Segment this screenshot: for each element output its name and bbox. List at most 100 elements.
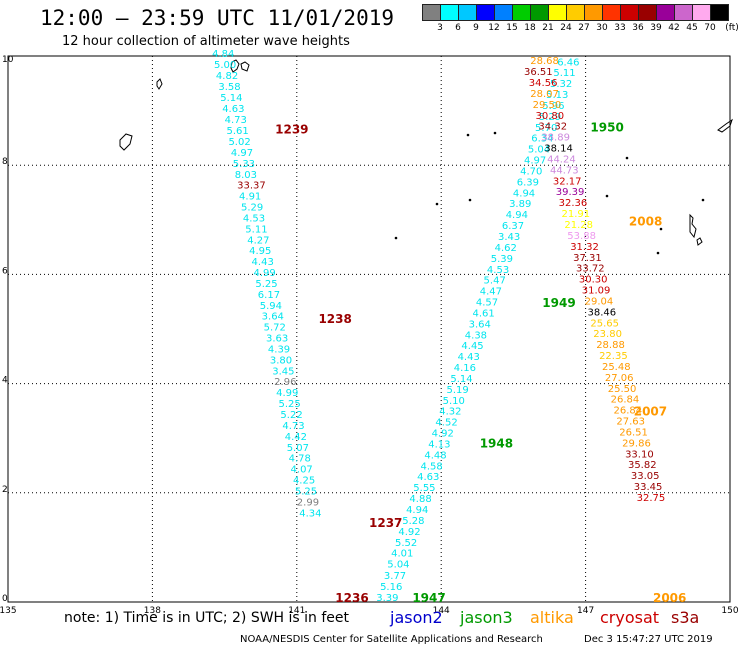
wave-height-value: 28.07 <box>530 89 559 100</box>
wave-height-value: 5.19 <box>446 385 468 396</box>
wave-height-value: 38.14 <box>544 144 573 155</box>
wave-height-value: 5.29 <box>539 112 561 123</box>
wave-height-value: 34.56 <box>529 78 558 89</box>
wave-height-value: 4.01 <box>391 549 413 560</box>
wave-height-value: 4.07 <box>291 465 313 476</box>
lat-tick-label: 8 <box>2 157 8 167</box>
wave-height-value: 6.37 <box>502 221 524 232</box>
wave-height-value: 5.14 <box>220 93 242 104</box>
wave-height-value: 4.27 <box>247 235 269 246</box>
wave-height-value: 44.73 <box>550 165 579 176</box>
pass-label: 1950 <box>590 120 623 134</box>
wave-height-value: 4.94 <box>513 188 535 199</box>
legend-labels: 3 6 9 12 15 18 21 24 27 30 33 36 39 42 45 70 (ft) <box>422 21 739 35</box>
wave-height-value: 27.63 <box>616 417 645 428</box>
island-dot <box>468 198 472 202</box>
lon-tick-label: 150 <box>721 606 738 616</box>
wave-height-value: 5.61 <box>227 126 249 137</box>
island-dot <box>659 227 663 231</box>
wave-height-value: 29.50 <box>533 100 562 111</box>
wave-height-value: 3.45 <box>272 366 294 377</box>
satellite-name: altika <box>530 608 574 627</box>
generated-date: Dec 3 15:47:27 UTC 2019 <box>584 634 713 645</box>
pass-label: 1238 <box>318 312 351 326</box>
wave-height-value: 28.88 <box>596 340 625 351</box>
pass-label: 2006 <box>653 591 686 605</box>
island-dot <box>435 202 439 206</box>
legend-unit: (ft) <box>725 23 739 33</box>
wave-height-value: 4.39 <box>268 344 290 355</box>
lon-tick-label: 144 <box>433 606 450 616</box>
wave-height-value: 2.96 <box>274 377 296 388</box>
wave-height-value: 33.10 <box>625 449 654 460</box>
wave-height-value: 5.70 <box>535 123 557 134</box>
wave-height-value: 36.51 <box>524 67 553 78</box>
wave-height-value: 4.45 <box>461 341 483 352</box>
pass-label: 2008 <box>629 214 662 228</box>
wave-height-value: 29.04 <box>585 296 614 307</box>
wave-height-value: 32.36 <box>559 198 588 209</box>
wave-height-value: 38.89 <box>541 133 570 144</box>
wave-height-value: 4.57 <box>476 298 498 309</box>
legend-label: 70 <box>704 23 716 33</box>
island-outline <box>156 78 163 90</box>
lat-tick-label: 6 <box>2 266 8 276</box>
wave-height-value: 5.32 <box>550 79 572 90</box>
wave-height-value: 5.04 <box>387 560 409 571</box>
satellite-name: jason3 <box>460 608 513 627</box>
wave-height-value: 33.72 <box>576 264 605 275</box>
wave-height-value: 5.11 <box>553 68 575 79</box>
wave-height-value: 21.91 <box>562 209 591 220</box>
legend-label: 6 <box>455 23 461 33</box>
lat-tick-label: 2 <box>2 485 8 495</box>
wave-height-value: 4.94 <box>506 210 528 221</box>
wave-height-value: 5.00 <box>214 60 236 71</box>
wave-height-legend: 3 6 9 12 15 18 21 24 27 30 33 36 39 42 45 70 (ft) <box>422 4 739 38</box>
wave-height-value: 53.88 <box>567 231 596 242</box>
pass-label: 1239 <box>275 123 308 137</box>
island-dot <box>656 251 660 255</box>
legend-label: 9 <box>473 23 479 33</box>
wave-height-value: 5.25 <box>295 486 317 497</box>
wave-height-value: 5.10 <box>443 396 465 407</box>
wave-height-value: 4.95 <box>249 246 271 257</box>
wave-height-value: 4.52 <box>435 418 457 429</box>
wave-height-value: 5.47 <box>484 276 506 287</box>
wave-height-value: 4.82 <box>216 71 238 82</box>
wave-height-value: 5.14 <box>450 374 472 385</box>
wave-height-value: 3.39 <box>376 593 398 604</box>
footer-note: note: 1) Time is in UTC; 2) SWH is in fe… <box>64 610 350 626</box>
pass-label: 2007 <box>634 404 667 418</box>
wave-height-value: 4.38 <box>465 330 487 341</box>
island-outline <box>717 118 733 133</box>
wave-height-value: 4.97 <box>231 148 253 159</box>
wave-height-value: 6.34 <box>531 134 553 145</box>
wave-height-value: 25.50 <box>608 384 637 395</box>
legend-label: 45 <box>686 23 698 33</box>
legend-swatch <box>710 4 729 21</box>
legend-label: 12 <box>488 23 500 33</box>
legend-label: 30 <box>596 23 608 33</box>
wave-height-value: 4.53 <box>243 213 265 224</box>
wave-height-value: 5.39 <box>491 254 513 265</box>
wave-height-value: 4.88 <box>409 494 431 505</box>
wave-height-value: 35.82 <box>628 460 657 471</box>
legend-label: 3 <box>437 23 443 33</box>
island-dot <box>466 133 470 137</box>
island-dot <box>701 198 705 202</box>
wave-height-value: 4.34 <box>299 508 321 519</box>
wave-height-value: 3.58 <box>218 82 240 93</box>
wave-height-value: 4.43 <box>458 352 480 363</box>
wave-height-value: 4.99 <box>253 268 275 279</box>
wave-height-value: 5.33 <box>233 159 255 170</box>
lat-tick-label: 0 <box>2 594 8 604</box>
wave-height-value: 4.62 <box>495 243 517 254</box>
wave-height-value: 26.84 <box>614 406 643 417</box>
wave-height-value: 5.16 <box>380 582 402 593</box>
legend-label: 21 <box>542 23 554 33</box>
island-dot <box>625 156 629 160</box>
satellite-name: s3a <box>671 608 700 627</box>
wave-height-value: 6.46 <box>557 57 579 68</box>
pass-label: 1947 <box>412 591 445 605</box>
